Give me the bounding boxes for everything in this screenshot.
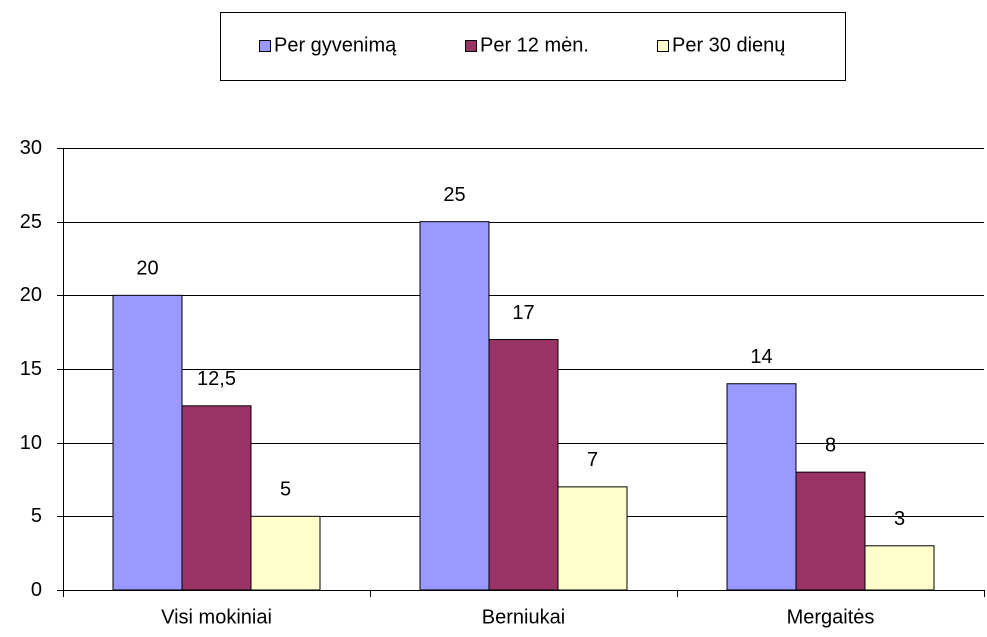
- legend-swatch: [657, 40, 669, 52]
- x-tick-label: Mergaitės: [787, 606, 875, 628]
- bar: [864, 545, 935, 591]
- value-label: 12,5: [197, 368, 236, 390]
- bar: [181, 405, 252, 591]
- value-label: 7: [587, 449, 598, 471]
- value-label: 25: [443, 184, 465, 206]
- y-tick-label: 5: [31, 505, 42, 527]
- legend-label: Per gyvenimą: [274, 34, 397, 56]
- legend-label: Per 12 mėn.: [480, 34, 589, 56]
- value-label: 8: [825, 434, 836, 456]
- value-label: 20: [136, 258, 158, 280]
- y-tick-label: 30: [20, 137, 42, 159]
- value-label: 14: [750, 346, 772, 368]
- value-label: 17: [512, 302, 534, 324]
- legend-label: Per 30 dienų: [672, 34, 785, 56]
- bar: [250, 515, 321, 591]
- x-tick-label: Visi mokiniai: [161, 606, 272, 628]
- legend-swatch: [259, 40, 271, 52]
- bar: [419, 221, 490, 591]
- y-tick-label: 15: [20, 358, 42, 380]
- y-tick-label: 20: [20, 284, 42, 306]
- value-label: 5: [280, 479, 291, 501]
- bar: [488, 339, 559, 591]
- bar: [112, 294, 183, 591]
- value-label: 3: [894, 508, 905, 530]
- y-tick-label: 10: [20, 432, 42, 454]
- x-tick-label: Berniukai: [482, 606, 565, 628]
- bar: [795, 471, 866, 591]
- bar: [726, 383, 797, 591]
- y-tick-label: 25: [20, 211, 42, 233]
- y-tick-label: 0: [31, 579, 42, 601]
- legend-swatch: [465, 40, 477, 52]
- bar: [557, 486, 628, 591]
- legend-box: [220, 12, 846, 81]
